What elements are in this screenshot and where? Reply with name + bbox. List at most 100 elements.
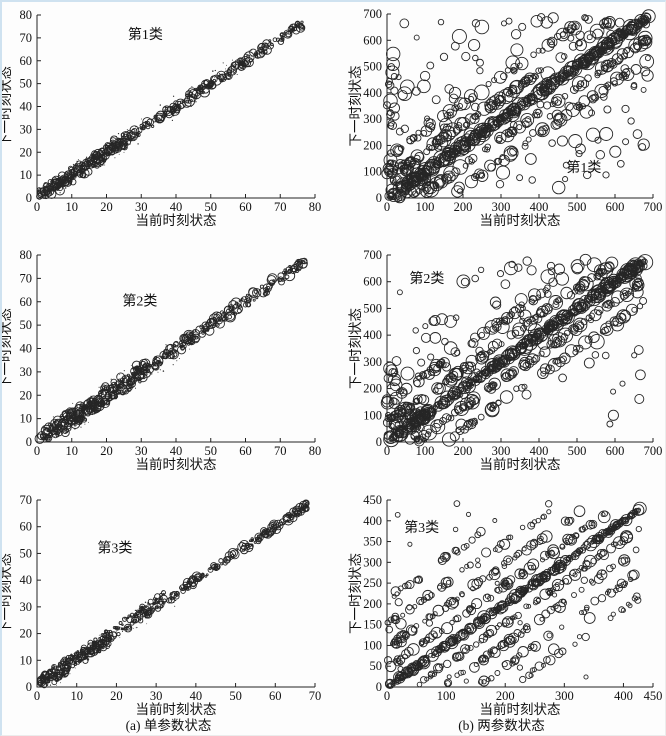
- data-bubble: [444, 148, 452, 156]
- data-bubble: [405, 157, 415, 166]
- data-dot: [97, 647, 99, 648]
- data-bubble: [453, 124, 463, 134]
- data-dot: [57, 433, 59, 435]
- data-bubble: [582, 170, 592, 180]
- data-bubble: [531, 667, 537, 673]
- data-bubble: [127, 625, 132, 629]
- data-dot: [106, 395, 108, 397]
- data-bubble: [554, 338, 561, 345]
- data-bubble: [507, 632, 520, 644]
- data-bubble: [439, 663, 445, 669]
- data-bubble: [474, 168, 485, 179]
- data-bubble: [550, 586, 557, 593]
- data-bubble: [582, 540, 591, 550]
- data-bubble: [497, 641, 506, 650]
- data-dot: [116, 632, 118, 634]
- data-bubble: [140, 614, 144, 618]
- data-bubble: [531, 72, 538, 80]
- data-bubble: [383, 93, 398, 109]
- data-bubble: [604, 529, 611, 536]
- data-bubble: [513, 385, 520, 392]
- data-bubble: [495, 180, 505, 189]
- data-bubble: [387, 119, 395, 127]
- data-dot: [118, 153, 120, 155]
- data-dot: [78, 415, 80, 418]
- data-bubble: [417, 655, 431, 670]
- data-bubble: [223, 305, 234, 316]
- data-bubble: [108, 388, 112, 392]
- data-bubble: [271, 524, 274, 527]
- data-dot: [69, 654, 72, 657]
- data-bubble: [534, 578, 540, 583]
- data-bubble: [283, 29, 293, 39]
- data-bubble: [50, 418, 60, 428]
- data-dot: [94, 647, 96, 649]
- data-bubble: [300, 505, 305, 510]
- data-bubble: [620, 607, 626, 613]
- data-bubble: [441, 604, 450, 612]
- data-dot: [174, 605, 176, 607]
- data-dot: [115, 636, 116, 638]
- data-points: [36, 499, 310, 689]
- data-bubble: [429, 405, 437, 413]
- data-dot: [164, 113, 166, 115]
- x-axis-title: 当前时刻状态: [480, 212, 561, 228]
- data-bubble: [167, 596, 176, 604]
- data-bubble: [163, 355, 168, 359]
- data-bubble: [553, 567, 559, 572]
- data-bubble: [566, 291, 576, 300]
- data-bubble: [388, 121, 397, 130]
- data-dot: [160, 365, 162, 367]
- data-bubble: [581, 565, 587, 572]
- data-bubble: [471, 598, 483, 610]
- data-bubble: [498, 341, 505, 348]
- data-bubble: [64, 663, 67, 666]
- x-tick-label: 80: [309, 444, 322, 458]
- data-bubble: [643, 13, 651, 21]
- data-bubble: [580, 318, 588, 326]
- data-bubble: [511, 657, 520, 666]
- data-bubble: [70, 663, 75, 669]
- data-bubble: [610, 297, 620, 307]
- data-bubble: [565, 533, 578, 546]
- data-bubble: [474, 129, 483, 139]
- data-bubble: [588, 317, 594, 324]
- x-tick-label: 700: [644, 200, 663, 214]
- data-bubble: [390, 73, 398, 80]
- data-bubble: [420, 676, 428, 684]
- data-bubble: [436, 383, 443, 390]
- data-bubble: [573, 53, 590, 69]
- data-bubble: [622, 580, 629, 586]
- data-bubble: [455, 418, 468, 431]
- data-bubble: [67, 165, 74, 172]
- data-bubble: [570, 259, 585, 274]
- data-bubble: [512, 348, 521, 357]
- data-bubble: [55, 424, 60, 428]
- data-bubble: [481, 547, 492, 558]
- data-bubble: [401, 177, 410, 185]
- data-bubble: [59, 675, 63, 678]
- data-bubble: [602, 65, 609, 72]
- data-bubble: [494, 580, 500, 586]
- data-dot: [210, 84, 212, 86]
- data-dot: [60, 682, 61, 684]
- data-bubble: [502, 581, 508, 587]
- y-tick-label: 0: [26, 680, 32, 694]
- data-bubble: [492, 300, 502, 310]
- data-bubble: [575, 150, 583, 158]
- data-bubble: [582, 559, 591, 568]
- data-bubble: [553, 298, 560, 305]
- data-dot: [114, 157, 116, 159]
- data-dot: [102, 398, 104, 400]
- data-bubble: [569, 302, 583, 316]
- data-bubble: [602, 171, 610, 179]
- data-bubble: [474, 618, 483, 627]
- data-bubble: [521, 142, 529, 150]
- y-tick-label: 100: [363, 408, 382, 422]
- data-bubble: [496, 601, 509, 614]
- data-bubble: [529, 522, 535, 528]
- data-bubble: [537, 127, 547, 136]
- data-bubble: [382, 417, 393, 428]
- data-bubble: [522, 98, 530, 106]
